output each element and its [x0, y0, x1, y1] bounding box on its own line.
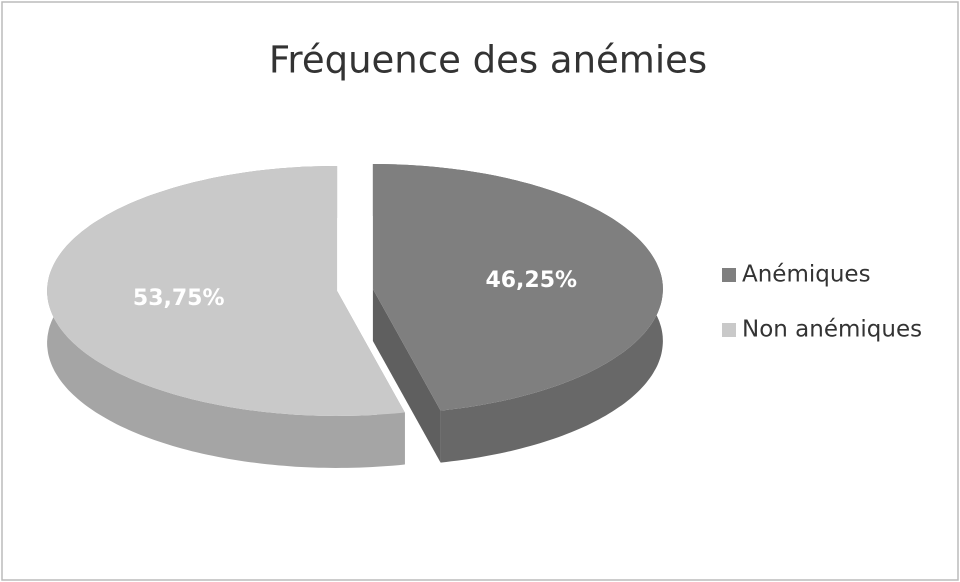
legend-label: Non anémiques — [742, 317, 922, 343]
legend-label: Anémiques — [742, 262, 871, 288]
legend-swatch — [722, 268, 736, 282]
slice-wall — [372, 289, 441, 463]
data-label: 46,25% — [485, 268, 577, 293]
pie-slice — [47, 166, 405, 416]
pie-slice — [372, 164, 663, 411]
chart-title: Fréquence des anémies — [269, 39, 707, 82]
data-label: 53,75% — [133, 286, 225, 311]
legend-swatch — [722, 323, 736, 337]
